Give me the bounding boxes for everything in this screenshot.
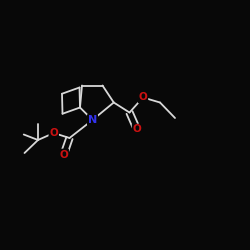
Text: O: O bbox=[50, 128, 58, 138]
Text: O: O bbox=[132, 124, 141, 134]
Text: O: O bbox=[60, 150, 68, 160]
Text: O: O bbox=[138, 92, 147, 102]
Text: N: N bbox=[88, 115, 97, 125]
